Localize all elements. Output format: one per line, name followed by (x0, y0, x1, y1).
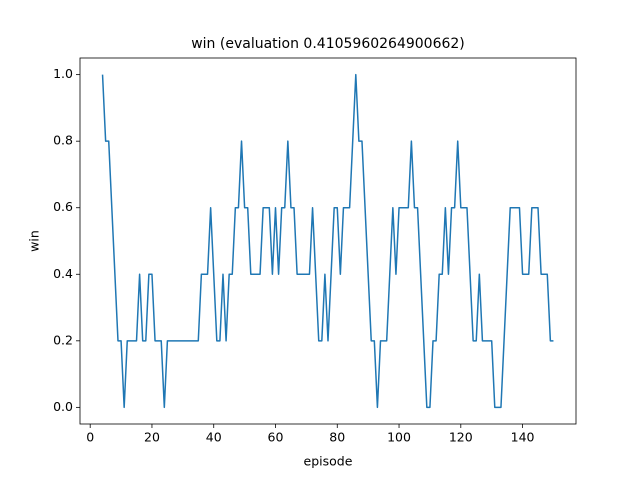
x-tick-label: 140 (511, 430, 535, 445)
chart-title: win (evaluation 0.4105960264900662) (191, 36, 465, 52)
y-tick-label: 0.2 (53, 332, 73, 347)
data-line (101, 73, 554, 409)
x-tick-label: 80 (329, 430, 345, 445)
x-tick-label: 0 (86, 430, 94, 445)
x-axis-label: episode (304, 454, 353, 469)
x-tick-label: 20 (144, 430, 160, 445)
plot-frame (79, 57, 577, 425)
x-tick-label: 60 (268, 430, 284, 445)
x-tick-label: 100 (387, 430, 411, 445)
y-axis-label: win (27, 230, 42, 252)
y-tick-label: 0.6 (53, 199, 73, 214)
y-tick-label: 0.4 (53, 266, 73, 281)
x-tick-label: 40 (206, 430, 222, 445)
y-tick-label: 0.0 (53, 399, 73, 414)
x-tick-label: 120 (449, 430, 473, 445)
y-tick-label: 1.0 (53, 66, 73, 81)
y-tick-label: 0.8 (53, 133, 73, 148)
